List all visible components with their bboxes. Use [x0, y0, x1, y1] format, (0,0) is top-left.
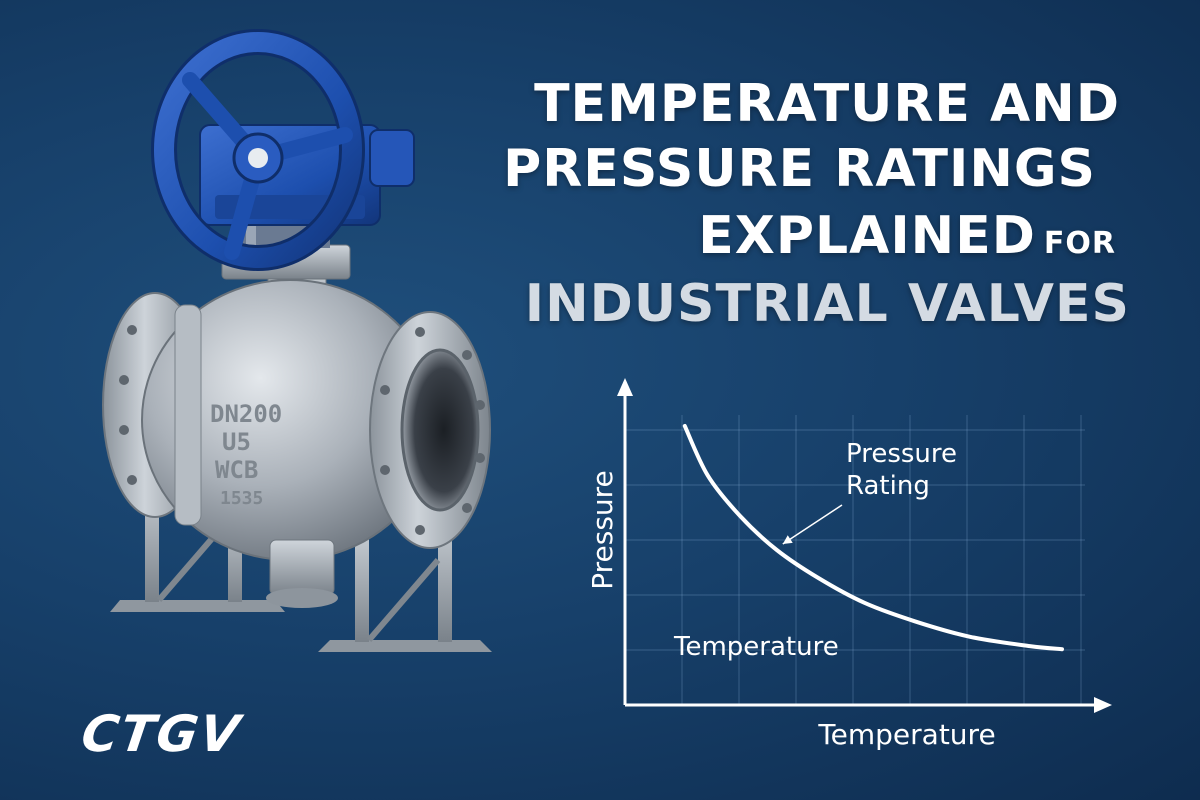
- title-explained: EXPLAINED: [698, 206, 1036, 266]
- casting-mark-2: U5: [222, 428, 251, 456]
- y-axis-arrow: [617, 378, 633, 396]
- pressure-rating-curve: [682, 424, 1064, 652]
- right-flange: [369, 311, 491, 549]
- casting-mark-4: 1535: [220, 488, 263, 509]
- title-line-3: EXPLAINED FOR: [698, 210, 1116, 262]
- handwheel[interactable]: [151, 29, 365, 271]
- annotation-arrowhead: [782, 535, 793, 544]
- title-for: FOR: [1043, 226, 1116, 261]
- casting-marks: DN200 U5 WCB 1535: [210, 400, 282, 509]
- annotation-line: Rating: [846, 471, 930, 501]
- pressure-rating-annotation: Pressure Rating: [846, 439, 957, 501]
- annotation-arrow: [782, 504, 843, 545]
- title-line-4: INDUSTRIAL VALVES: [524, 274, 1130, 334]
- title-line-2: PRESSURE RATINGS: [503, 139, 1096, 199]
- title-line-1: TEMPERATURE AND: [534, 74, 1120, 134]
- ctgv-logo: CTGV: [77, 705, 245, 763]
- x-axis-label: Temperature: [817, 718, 995, 751]
- valve-body: [141, 267, 439, 608]
- x-axis-arrow: [1094, 697, 1112, 713]
- chart-grid: [625, 415, 1085, 705]
- casting-mark-1: DN200: [210, 400, 282, 428]
- annotation-line: Pressure: [846, 439, 957, 469]
- y-axis-label: Pressure: [586, 470, 619, 590]
- inner-temperature-label: Temperature: [673, 632, 839, 662]
- casting-mark-3: WCB: [215, 456, 258, 484]
